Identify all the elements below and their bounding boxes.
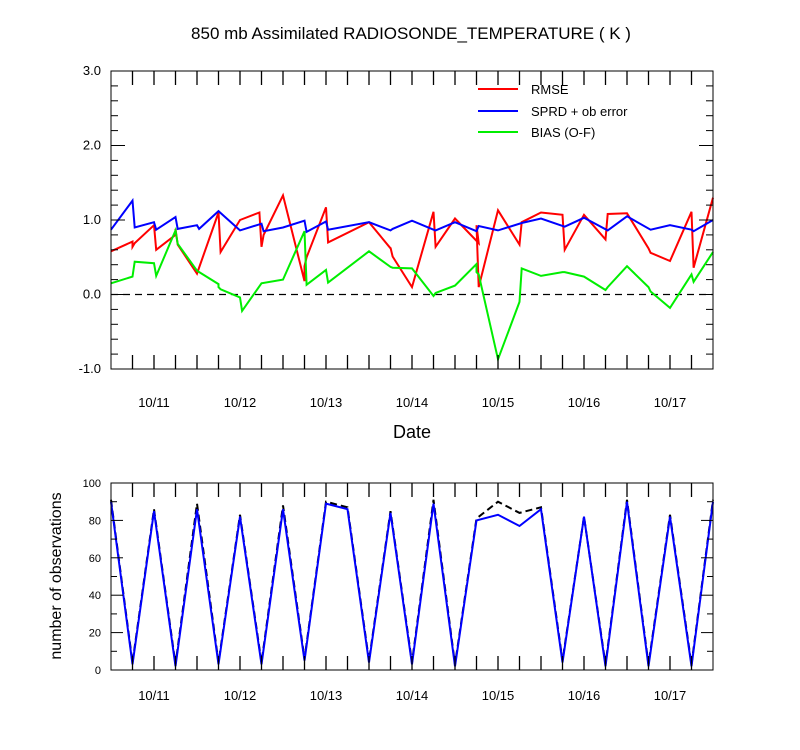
bottom-chart: 10/11 10/12 10/13 10/14 10/15 10/16 10/17 100 80…: [48, 478, 714, 703]
bottom-plot-frame: [110, 482, 714, 671]
x-tick-label-10-15: 10/15: [482, 688, 515, 703]
x-tick-label-10-16: 10/16: [568, 395, 601, 410]
y-tick-label-1-0: 1.0: [83, 212, 101, 227]
series-line-possible-dashed: [110, 499, 714, 665]
x-tick-label-10-13: 10/13: [310, 688, 343, 703]
y-tick-label-1-0: -1.0: [79, 361, 101, 376]
x-tick-label-10-17: 10/17: [654, 688, 687, 703]
x-tick-label-10-15: 10/15: [482, 395, 515, 410]
legend-label-bias: BIAS (O-F): [531, 125, 595, 140]
y-tick-label-3-0: 3.0: [83, 63, 101, 78]
x-tick-label-10-17: 10/17: [654, 395, 687, 410]
y-tick-label-100: 100: [83, 478, 101, 490]
chart-title: 850 mb Assimilated RADIOSONDE_TEMPERATUR…: [191, 24, 631, 43]
y-tick-label-80: 80: [89, 515, 101, 527]
y-tick-label-40: 40: [89, 590, 101, 602]
legend-label-rmse: RMSE: [531, 82, 569, 97]
legend-label-sprd: SPRD + ob error: [531, 104, 628, 119]
y-axis-label: number of observations: [48, 492, 65, 659]
x-tick-label-10-14: 10/14: [396, 688, 429, 703]
y-tick-label-2-0: 2.0: [83, 138, 101, 153]
series-line-used-solid: [110, 501, 714, 667]
y-tick-label-60: 60: [89, 553, 101, 565]
x-axis-label: Date: [393, 422, 431, 442]
top-chart: 850 mb Assimilated RADIOSONDE_TEMPERATUR…: [79, 24, 714, 442]
series-line-sprd-ob-error: [110, 197, 714, 234]
y-tick-label-0-0: 0.0: [83, 287, 101, 302]
x-tick-label-10-14: 10/14: [396, 395, 429, 410]
series-line-bias-o-f: [110, 226, 714, 363]
legend: RMSE SPRD + ob error BIAS (O-F): [478, 82, 628, 140]
x-tick-label-10-12: 10/12: [224, 688, 257, 703]
x-tick-label-10-11: 10/11: [138, 688, 170, 703]
x-tick-label-10-16: 10/16: [568, 688, 601, 703]
y-tick-label-0: 0: [95, 665, 101, 677]
x-tick-label-10-13: 10/13: [310, 395, 343, 410]
y-tick-label-20: 20: [89, 628, 101, 640]
x-tick-label-10-11: 10/11: [138, 395, 170, 410]
x-tick-label-10-12: 10/12: [224, 395, 257, 410]
